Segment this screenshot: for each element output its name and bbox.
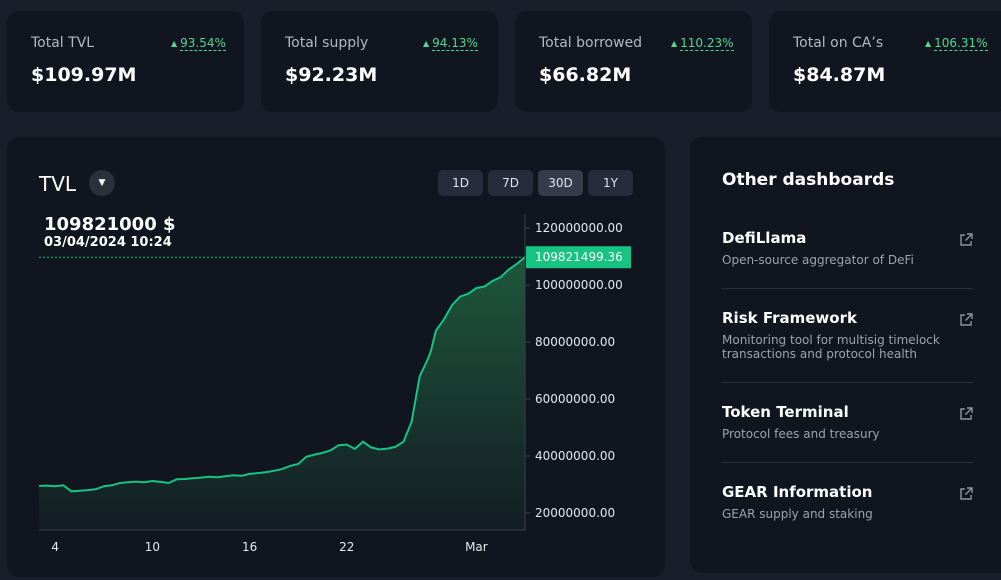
range-button-30d[interactable]: 30D: [538, 170, 583, 196]
dashboard-title: GEAR Information: [722, 483, 873, 501]
change-percent[interactable]: 94.13%: [432, 36, 478, 51]
stat-card-tvl: Total TVL ▲ 93.54% $109.97M: [7, 11, 244, 112]
external-link-icon[interactable]: [959, 407, 973, 421]
dashboard-link-risk-framework[interactable]: Risk Framework Monitoring tool for multi…: [722, 309, 973, 361]
x-tick-label: Mar: [465, 540, 488, 554]
dashboard-description: GEAR supply and staking: [722, 507, 873, 521]
stat-label: Total borrowed: [539, 35, 643, 51]
stat-value: $66.82M: [539, 64, 632, 86]
change-percent[interactable]: 106.31%: [934, 36, 988, 51]
tvl-area-chart[interactable]: 120000000.00 100000000.00 80000000.00 60000…: [7, 137, 665, 577]
stat-card-supply: Total supply ▲ 94.13% $92.23M: [261, 11, 498, 112]
dashboard-title: Risk Framework: [722, 309, 857, 327]
dashboards-title: Other dashboards: [722, 170, 895, 190]
tooltip-date: 03/04/2024 10:24: [44, 235, 172, 250]
stat-change: ▲ 94.13%: [423, 36, 478, 51]
stat-label: Total TVL: [31, 35, 95, 51]
divider: [722, 382, 973, 383]
y-tick-label: 80000000.00: [535, 335, 615, 349]
dashboard-link-defillama[interactable]: DefiLlama Open-source aggregator of DeFi: [722, 229, 973, 267]
dashboard-title: DefiLlama: [722, 229, 807, 247]
external-link-icon[interactable]: [959, 487, 973, 501]
stat-change: ▲ 110.23%: [671, 36, 734, 51]
stat-value: $92.23M: [285, 64, 378, 86]
range-button-1y[interactable]: 1Y: [588, 170, 633, 196]
caret-down-icon[interactable]: ▼: [89, 170, 115, 196]
dashboard-description: Open-source aggregator of DeFi: [722, 253, 914, 267]
stat-label: Total on CA’s: [793, 35, 884, 51]
y-tick-label: 40000000.00: [535, 449, 615, 463]
divider: [722, 288, 973, 289]
y-tick-label: 20000000.00: [535, 506, 615, 520]
current-value-label: 109821499.36: [535, 250, 623, 264]
tooltip-value: 109821000 $: [44, 214, 176, 235]
dashboard-description: Monitoring tool for multisig timelock tr…: [722, 333, 940, 361]
y-tick-label: 60000000.00: [535, 392, 615, 406]
up-arrow-icon: ▲: [423, 39, 430, 48]
stat-value: $84.87M: [793, 64, 886, 86]
change-percent[interactable]: 93.54%: [180, 36, 226, 51]
tvl-chart-panel: TVL ▼ 1D 7D 30D 1Y 120000000.00 100000000…: [7, 137, 665, 577]
range-button-1d[interactable]: 1D: [438, 170, 483, 196]
other-dashboards-panel: Other dashboards DefiLlama Open-source a…: [690, 137, 1001, 573]
y-tick-label: 100000000.00: [535, 278, 623, 292]
x-tick-label: 4: [51, 540, 59, 554]
x-tick-label: 10: [145, 540, 160, 554]
x-tick-label: 22: [339, 540, 354, 554]
up-arrow-icon: ▲: [925, 39, 932, 48]
x-tick-label: 16: [242, 540, 257, 554]
dashboard-title: Token Terminal: [722, 403, 849, 421]
external-link-icon[interactable]: [959, 233, 973, 247]
tvl-area-fill: [39, 257, 525, 530]
stat-value: $109.97M: [31, 64, 137, 86]
chart-title: TVL: [39, 172, 77, 196]
dashboard-description: Protocol fees and treasury: [722, 427, 880, 441]
dashboard-link-gear-information[interactable]: GEAR Information GEAR supply and staking: [722, 483, 973, 521]
stat-card-credit-accounts: Total on CA’s ▲ 106.31% $84.87M: [769, 11, 1001, 112]
change-percent[interactable]: 110.23%: [680, 36, 734, 51]
stat-card-borrowed: Total borrowed ▲ 110.23% $66.82M: [515, 11, 752, 112]
up-arrow-icon: ▲: [171, 39, 178, 48]
dashboard-link-token-terminal[interactable]: Token Terminal Protocol fees and treasur…: [722, 403, 973, 441]
external-link-icon[interactable]: [959, 313, 973, 327]
stat-label: Total supply: [285, 35, 369, 51]
range-button-7d[interactable]: 7D: [488, 170, 533, 196]
stat-change: ▲ 93.54%: [171, 36, 226, 51]
divider: [722, 462, 973, 463]
up-arrow-icon: ▲: [671, 39, 678, 48]
y-tick-label: 120000000.00: [535, 221, 623, 235]
tvl-line: [38, 256, 526, 493]
current-value-badge: [526, 246, 631, 269]
stat-change: ▲ 106.31%: [925, 36, 988, 51]
